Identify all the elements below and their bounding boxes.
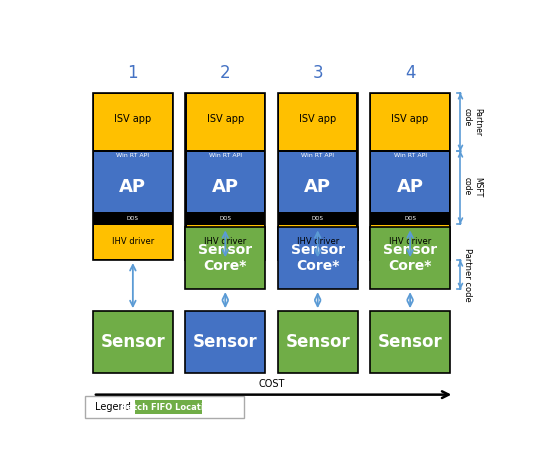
Bar [93, 311, 173, 373]
Text: COST: COST [259, 379, 285, 389]
Text: Legend: Legend [95, 402, 131, 413]
Bar [279, 225, 356, 259]
Text: Sensor: Sensor [378, 333, 442, 351]
Text: IHV driver: IHV driver [389, 237, 431, 246]
Text: DDS: DDS [312, 216, 324, 221]
Bar [93, 93, 173, 260]
Text: Partner code: Partner code [463, 248, 472, 302]
Bar [370, 93, 450, 260]
Text: AP: AP [397, 178, 424, 196]
Text: ISV app: ISV app [299, 114, 336, 124]
Bar [370, 311, 450, 373]
Text: Win RT API: Win RT API [393, 153, 427, 158]
Text: AP: AP [212, 178, 239, 196]
Text: Sensor
Core*: Sensor Core* [383, 243, 437, 273]
Text: Sensor: Sensor [100, 333, 165, 351]
Text: DDS: DDS [404, 216, 416, 221]
Text: ISV app: ISV app [207, 114, 244, 124]
Bar [85, 396, 244, 418]
Bar [278, 228, 358, 289]
Text: Partner
code: Partner code [463, 108, 482, 136]
Bar [94, 152, 171, 212]
Bar [135, 400, 202, 414]
Text: AP: AP [119, 178, 146, 196]
Bar [186, 225, 264, 259]
Text: IHV driver: IHV driver [112, 237, 154, 246]
Bar [279, 214, 356, 223]
Bar [371, 214, 449, 223]
Text: ISV app: ISV app [114, 114, 151, 124]
Text: IHV driver: IHV driver [204, 237, 247, 246]
Bar [186, 94, 264, 150]
Bar [185, 228, 265, 289]
Text: ISV app: ISV app [391, 114, 429, 124]
Bar [371, 94, 449, 150]
Bar [278, 311, 358, 373]
Text: IHV driver: IHV driver [296, 237, 339, 246]
Bar [279, 152, 356, 212]
Text: Sensor
Core*: Sensor Core* [198, 243, 253, 273]
Bar [94, 214, 171, 223]
Bar [278, 93, 358, 260]
Bar [185, 311, 265, 373]
Text: DDS: DDS [127, 216, 139, 221]
Bar [186, 152, 264, 212]
Bar [370, 228, 450, 289]
Text: Sensor
Core*: Sensor Core* [291, 243, 345, 273]
Bar [279, 94, 356, 150]
Text: Win RT API: Win RT API [117, 153, 150, 158]
Bar [186, 214, 264, 223]
Text: AP: AP [304, 178, 331, 196]
Bar [371, 225, 449, 259]
Text: 1: 1 [127, 64, 138, 82]
Bar [94, 94, 171, 150]
Text: DDS: DDS [220, 216, 231, 221]
Text: Sensor: Sensor [285, 333, 350, 351]
Text: Win RT API: Win RT API [209, 153, 242, 158]
Text: MSFT
code: MSFT code [463, 177, 482, 198]
Text: Sensor: Sensor [193, 333, 257, 351]
Text: Win RT API: Win RT API [301, 153, 334, 158]
Bar [94, 225, 171, 259]
Bar [371, 152, 449, 212]
Bar [185, 93, 265, 260]
Text: Batch FIFO Location: Batch FIFO Location [121, 403, 216, 412]
Text: 3: 3 [312, 64, 323, 82]
Text: 4: 4 [405, 64, 415, 82]
Text: 2: 2 [220, 64, 230, 82]
